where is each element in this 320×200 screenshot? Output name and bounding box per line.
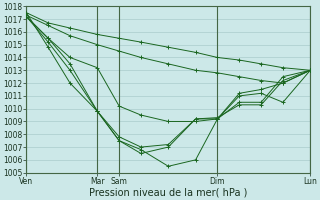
X-axis label: Pression niveau de la mer( hPa ): Pression niveau de la mer( hPa )	[89, 187, 247, 197]
